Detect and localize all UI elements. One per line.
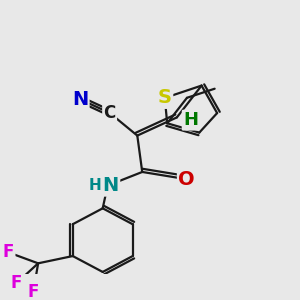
- Text: H: H: [88, 178, 101, 193]
- Text: F: F: [3, 243, 14, 261]
- Text: C: C: [103, 104, 116, 122]
- Text: F: F: [11, 274, 22, 292]
- Text: S: S: [158, 88, 172, 107]
- Text: N: N: [72, 90, 88, 109]
- Text: H: H: [183, 111, 198, 129]
- Text: F: F: [28, 284, 39, 300]
- Text: N: N: [103, 176, 119, 195]
- Text: O: O: [178, 170, 195, 189]
